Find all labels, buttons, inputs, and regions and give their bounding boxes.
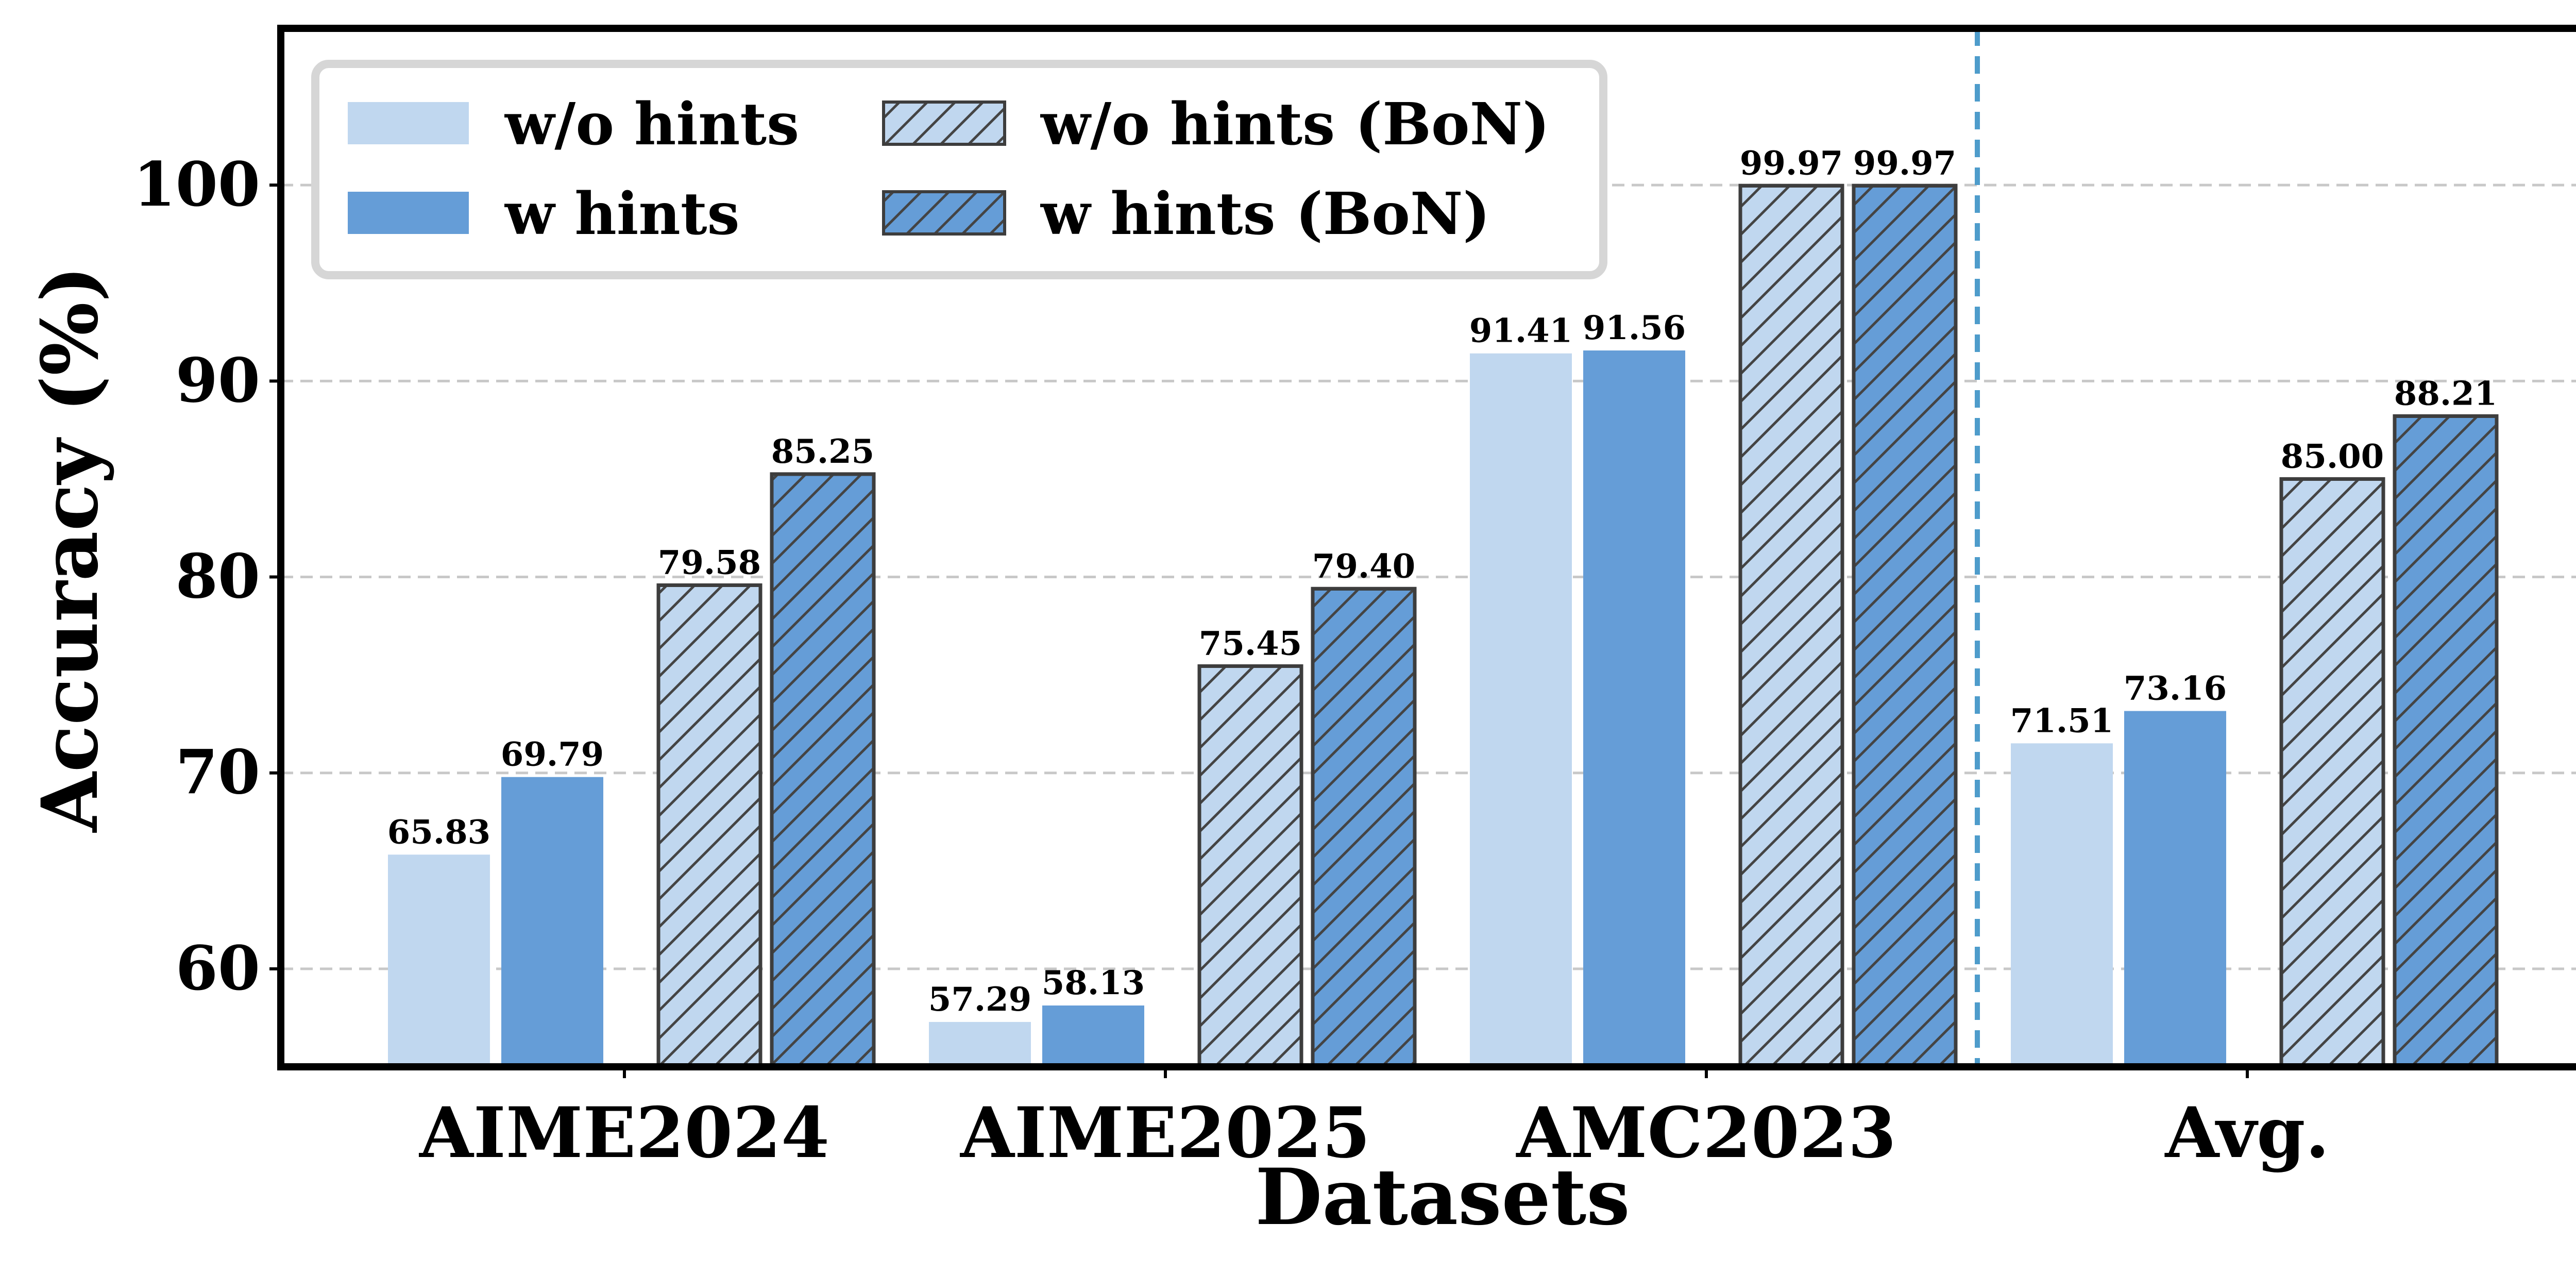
data-label: 91.41 [1469, 312, 1572, 350]
bar-aime2025-series-0 [929, 1021, 1031, 1067]
legend-label-2: w/o hints (BoN) [1040, 91, 1550, 158]
y-axis-title: Accuracy (%) [25, 265, 115, 833]
data-label: 58.13 [1042, 964, 1145, 1002]
legend-swatch-hatch-2 [882, 100, 1006, 146]
bar-hatch-amc2023-series-3 [1852, 183, 1958, 1069]
bar-amc2023-series-1 [1583, 350, 1685, 1067]
data-label: 99.97 [1740, 144, 1843, 182]
data-label: 79.58 [658, 543, 761, 582]
bar-hatch-aime2024-series-2 [656, 583, 762, 1069]
bar-hatch-amc2023-series-2 [1738, 183, 1844, 1069]
x-tick-label: AMC2023 [1515, 1092, 1896, 1174]
bar-hatch-aime2025-series-2 [1197, 664, 1303, 1069]
legend-swatch-hatch-3 [882, 190, 1006, 236]
bar-hatch-avg-series-2 [2279, 477, 2385, 1069]
data-label: 99.97 [1853, 144, 1956, 182]
legend-label-3: w hints (BoN) [1040, 180, 1490, 248]
data-label: 69.79 [501, 735, 604, 774]
x-axis-title: Datasets [1255, 1152, 1630, 1243]
x-tick-label: AIME2025 [959, 1092, 1370, 1174]
legend-label-1: w hints [504, 180, 740, 248]
bar-avg-series-1 [2124, 711, 2226, 1067]
data-label: 91.56 [1583, 309, 1686, 347]
data-label: 85.25 [771, 432, 874, 471]
legend-swatch-0 [348, 102, 469, 144]
x-tick-label: Avg. [2164, 1092, 2329, 1174]
data-label: 88.21 [2394, 374, 2497, 413]
data-label: 79.40 [1312, 547, 1415, 585]
data-label: 85.00 [2281, 437, 2384, 476]
data-label: 57.29 [928, 980, 1031, 1019]
y-tick-label: 60 [176, 932, 260, 1004]
data-label: 73.16 [2124, 669, 2227, 708]
bar-hatch-aime2025-series-3 [1311, 586, 1417, 1069]
bar-amc2023-series-0 [1470, 353, 1572, 1067]
legend-swatch-1 [348, 192, 469, 234]
legend-label-0: w/o hints [504, 91, 799, 158]
y-tick-label: 70 [176, 736, 260, 808]
data-label: 65.83 [387, 813, 490, 851]
y-tick-label: 100 [133, 148, 260, 220]
legend-box [311, 60, 1607, 279]
bar-hatch-aime2024-series-3 [770, 472, 876, 1069]
data-label: 71.51 [2010, 701, 2113, 740]
bar-hatch-avg-series-3 [2393, 414, 2499, 1069]
x-tick-label: AIME2024 [418, 1092, 829, 1174]
bar-aime2024-series-0 [388, 854, 490, 1067]
y-tick-label: 90 [176, 344, 260, 416]
bar-avg-series-0 [2011, 743, 2113, 1067]
y-tick-label: 80 [176, 541, 260, 612]
data-label: 75.45 [1199, 625, 1302, 663]
bar-aime2025-series-1 [1042, 1005, 1144, 1067]
plot-frame [277, 25, 2576, 1070]
bar-aime2024-series-1 [501, 777, 603, 1067]
